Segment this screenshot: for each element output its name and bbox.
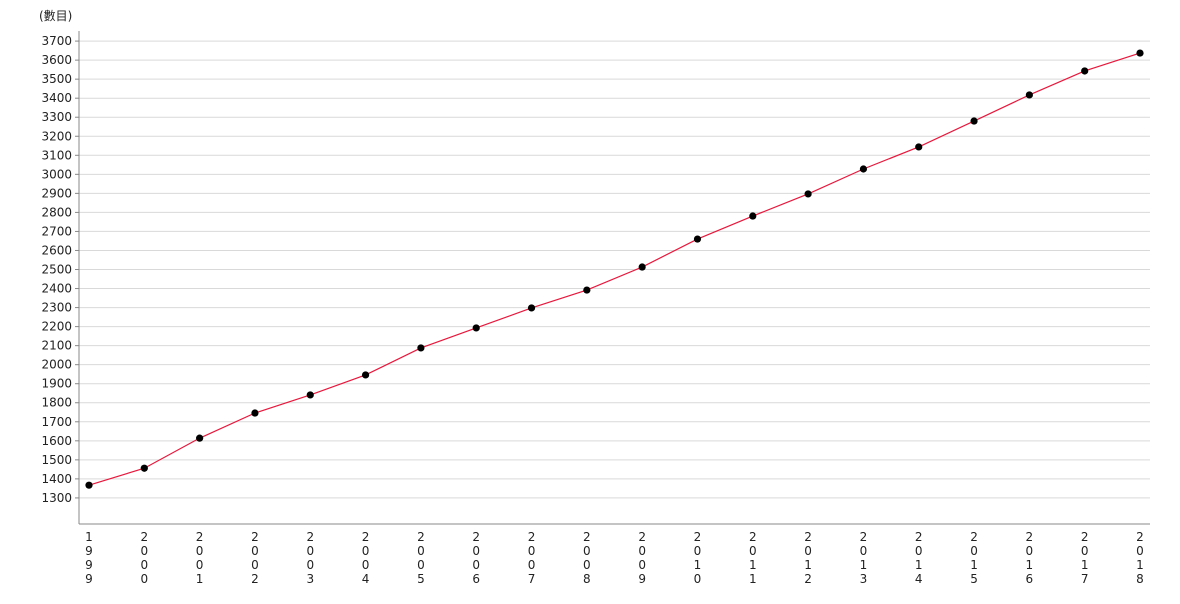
y-tick-label: 3500 <box>41 72 72 86</box>
data-point <box>1136 49 1144 57</box>
y-tick-label: 1600 <box>41 434 72 448</box>
y-tick-labels: 1300 1400 1500 1600 1700 1800 1900 2000 2100 2200… <box>41 34 72 505</box>
data-point <box>472 324 480 332</box>
gridlines <box>79 40 1150 499</box>
data-point <box>85 481 93 489</box>
data-point <box>859 165 868 173</box>
y-tick-label: 2600 <box>41 243 72 257</box>
data-point <box>527 304 536 312</box>
y-tick-label: 2700 <box>41 224 72 238</box>
data-point <box>804 190 812 198</box>
y-tick-label: 1400 <box>41 472 72 486</box>
y-tick-label: 2900 <box>41 186 72 200</box>
data-point <box>251 409 259 417</box>
y-tick-label: 2200 <box>41 320 72 334</box>
y-tick-label: 3000 <box>41 167 72 181</box>
y-tick-label: 2000 <box>41 358 72 372</box>
data-point <box>915 143 923 151</box>
y-tick-label: 1300 <box>41 491 72 505</box>
y-tick-label: 2800 <box>41 205 72 219</box>
y-tick-label: 3200 <box>41 129 72 143</box>
data-point <box>970 117 978 125</box>
data-point <box>638 263 646 271</box>
y-tick-label: 1700 <box>41 415 72 429</box>
y-tick-label: 1900 <box>41 377 72 391</box>
data-point <box>361 371 370 379</box>
y-tick-label: 3700 <box>41 34 72 48</box>
y-tick-label: 3300 <box>41 110 72 124</box>
y-axis-label: (數目) <box>39 9 72 23</box>
data-point <box>196 434 204 442</box>
y-tick-label: 2100 <box>41 339 72 353</box>
data-point <box>140 464 148 472</box>
data-point <box>1081 67 1089 75</box>
y-tick-label: 2300 <box>41 301 72 315</box>
y-tick-label: 2400 <box>41 282 72 296</box>
y-tick-label: 2500 <box>41 263 72 277</box>
data-point <box>693 235 702 243</box>
series-line <box>88 52 1141 486</box>
y-tick-label: 1500 <box>41 453 72 467</box>
y-tick-label: 3100 <box>41 148 72 162</box>
data-point <box>583 286 591 294</box>
y-tick-label: 1800 <box>41 396 72 410</box>
series <box>85 49 1144 489</box>
data-point <box>749 212 757 220</box>
data-point <box>306 391 314 399</box>
data-point <box>417 344 425 352</box>
y-tick-label: 3400 <box>41 91 72 105</box>
data-point <box>1025 91 1033 99</box>
x-tick-labels: 1 9 9 9 2 0 0 0 2 0 0 1 2 0 0 2 2 0 0 3 2 0 0 4 2 0 0 5 2 0 0 6 2 0 0 7 2 0 0 8… <box>85 530 1144 586</box>
axes <box>75 31 1150 525</box>
y-tick-label: 3600 <box>41 53 72 67</box>
